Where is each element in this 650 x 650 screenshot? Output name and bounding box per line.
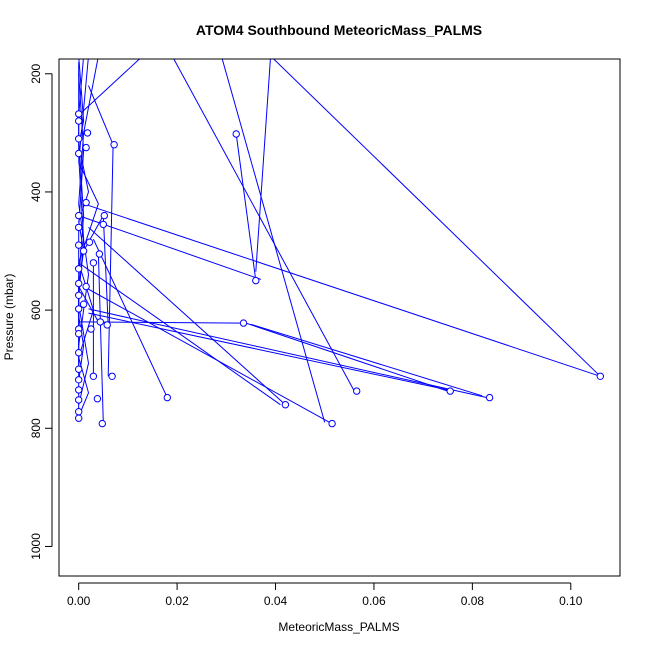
data-point	[328, 419, 336, 428]
data-point	[232, 130, 240, 138]
series-segment-21	[102, 215, 109, 325]
data-point	[75, 376, 83, 384]
data-point	[485, 393, 494, 402]
plot-content	[75, 59, 604, 428]
y-tick-label: 600	[29, 300, 43, 320]
series-segment-2	[88, 85, 114, 145]
series-segment-22	[97, 253, 104, 423]
y-axis-label: Pressure (mbar)	[2, 274, 16, 361]
series-segment-10	[83, 203, 601, 377]
data-point	[75, 110, 83, 118]
data-point	[98, 419, 107, 428]
series-segment-17	[245, 322, 448, 392]
data-point	[95, 250, 104, 258]
data-point	[79, 300, 88, 308]
data-point	[82, 282, 90, 291]
series-segment-8	[255, 59, 271, 272]
plot-frame	[58, 58, 621, 577]
data-point	[93, 395, 102, 403]
data-point	[99, 220, 108, 229]
series-segment-5	[221, 59, 326, 423]
series-segment-11	[88, 227, 286, 406]
series-segment-16	[250, 323, 483, 397]
data-point	[75, 349, 83, 357]
data-point	[75, 305, 83, 313]
data-point	[75, 291, 83, 299]
data-point	[75, 211, 83, 220]
series-segment-18	[88, 308, 488, 399]
data-point	[75, 396, 83, 404]
series-segment-1	[78, 59, 141, 116]
x-tick-label: 0.10	[559, 594, 583, 608]
x-axis-label: MeteoricMass_PALMS	[278, 620, 399, 634]
data-point	[75, 414, 83, 422]
x-tick-label: 0.06	[362, 594, 386, 608]
data-point	[87, 325, 95, 333]
data-point	[353, 387, 361, 395]
y-tick-label: 1000	[29, 533, 43, 560]
series-segment-3	[107, 144, 114, 377]
data-point	[96, 318, 105, 326]
data-point	[596, 372, 604, 380]
data-point	[75, 223, 83, 232]
data-point	[79, 247, 88, 255]
series-segment-13	[78, 262, 281, 406]
data-point	[83, 129, 92, 137]
x-tick-label: 0.04	[264, 594, 288, 608]
data-point	[110, 141, 118, 149]
y-tick-label: 400	[29, 182, 43, 202]
data-point	[85, 238, 94, 246]
data-point	[89, 259, 98, 267]
data-point	[108, 372, 116, 380]
data-point	[75, 330, 83, 338]
series-segment-9	[78, 215, 261, 280]
series-segment-7	[235, 133, 257, 281]
data-point	[446, 387, 454, 395]
x-axis: 0.00 0.02 0.04 0.06 0.08 0.10	[67, 582, 583, 608]
series-segment-19	[88, 312, 448, 391]
data-point	[103, 321, 111, 329]
data-point	[75, 265, 83, 273]
x-tick-label: 0.02	[165, 594, 189, 608]
x-tick-label: 0.00	[67, 594, 91, 608]
data-point	[75, 135, 83, 143]
y-tick-label: 200	[29, 63, 43, 83]
x-tick-label: 0.08	[461, 594, 485, 608]
data-point	[75, 408, 83, 416]
data-point	[75, 279, 83, 288]
data-point	[89, 372, 98, 380]
series-segment-4	[173, 59, 355, 392]
data-point	[100, 211, 109, 220]
data-point	[82, 143, 90, 152]
data-point	[75, 149, 83, 158]
data-point	[252, 276, 260, 285]
data-point	[75, 386, 83, 394]
series-segment-6	[272, 59, 601, 377]
series-segment-24	[78, 286, 99, 323]
data-point	[163, 393, 172, 402]
y-axis: 200 400 600 800 1000	[29, 63, 53, 560]
data-point	[281, 401, 290, 409]
series-segment-20	[83, 215, 104, 252]
data-point	[82, 198, 90, 207]
data-point	[75, 241, 83, 249]
data-point	[75, 365, 83, 373]
series-segment-14	[83, 286, 330, 423]
y-tick-label: 800	[29, 418, 43, 438]
data-point	[239, 319, 248, 327]
data-point	[75, 117, 83, 125]
chart-title: ATOM4 Southbound MeteoricMass_PALMS	[196, 22, 482, 38]
